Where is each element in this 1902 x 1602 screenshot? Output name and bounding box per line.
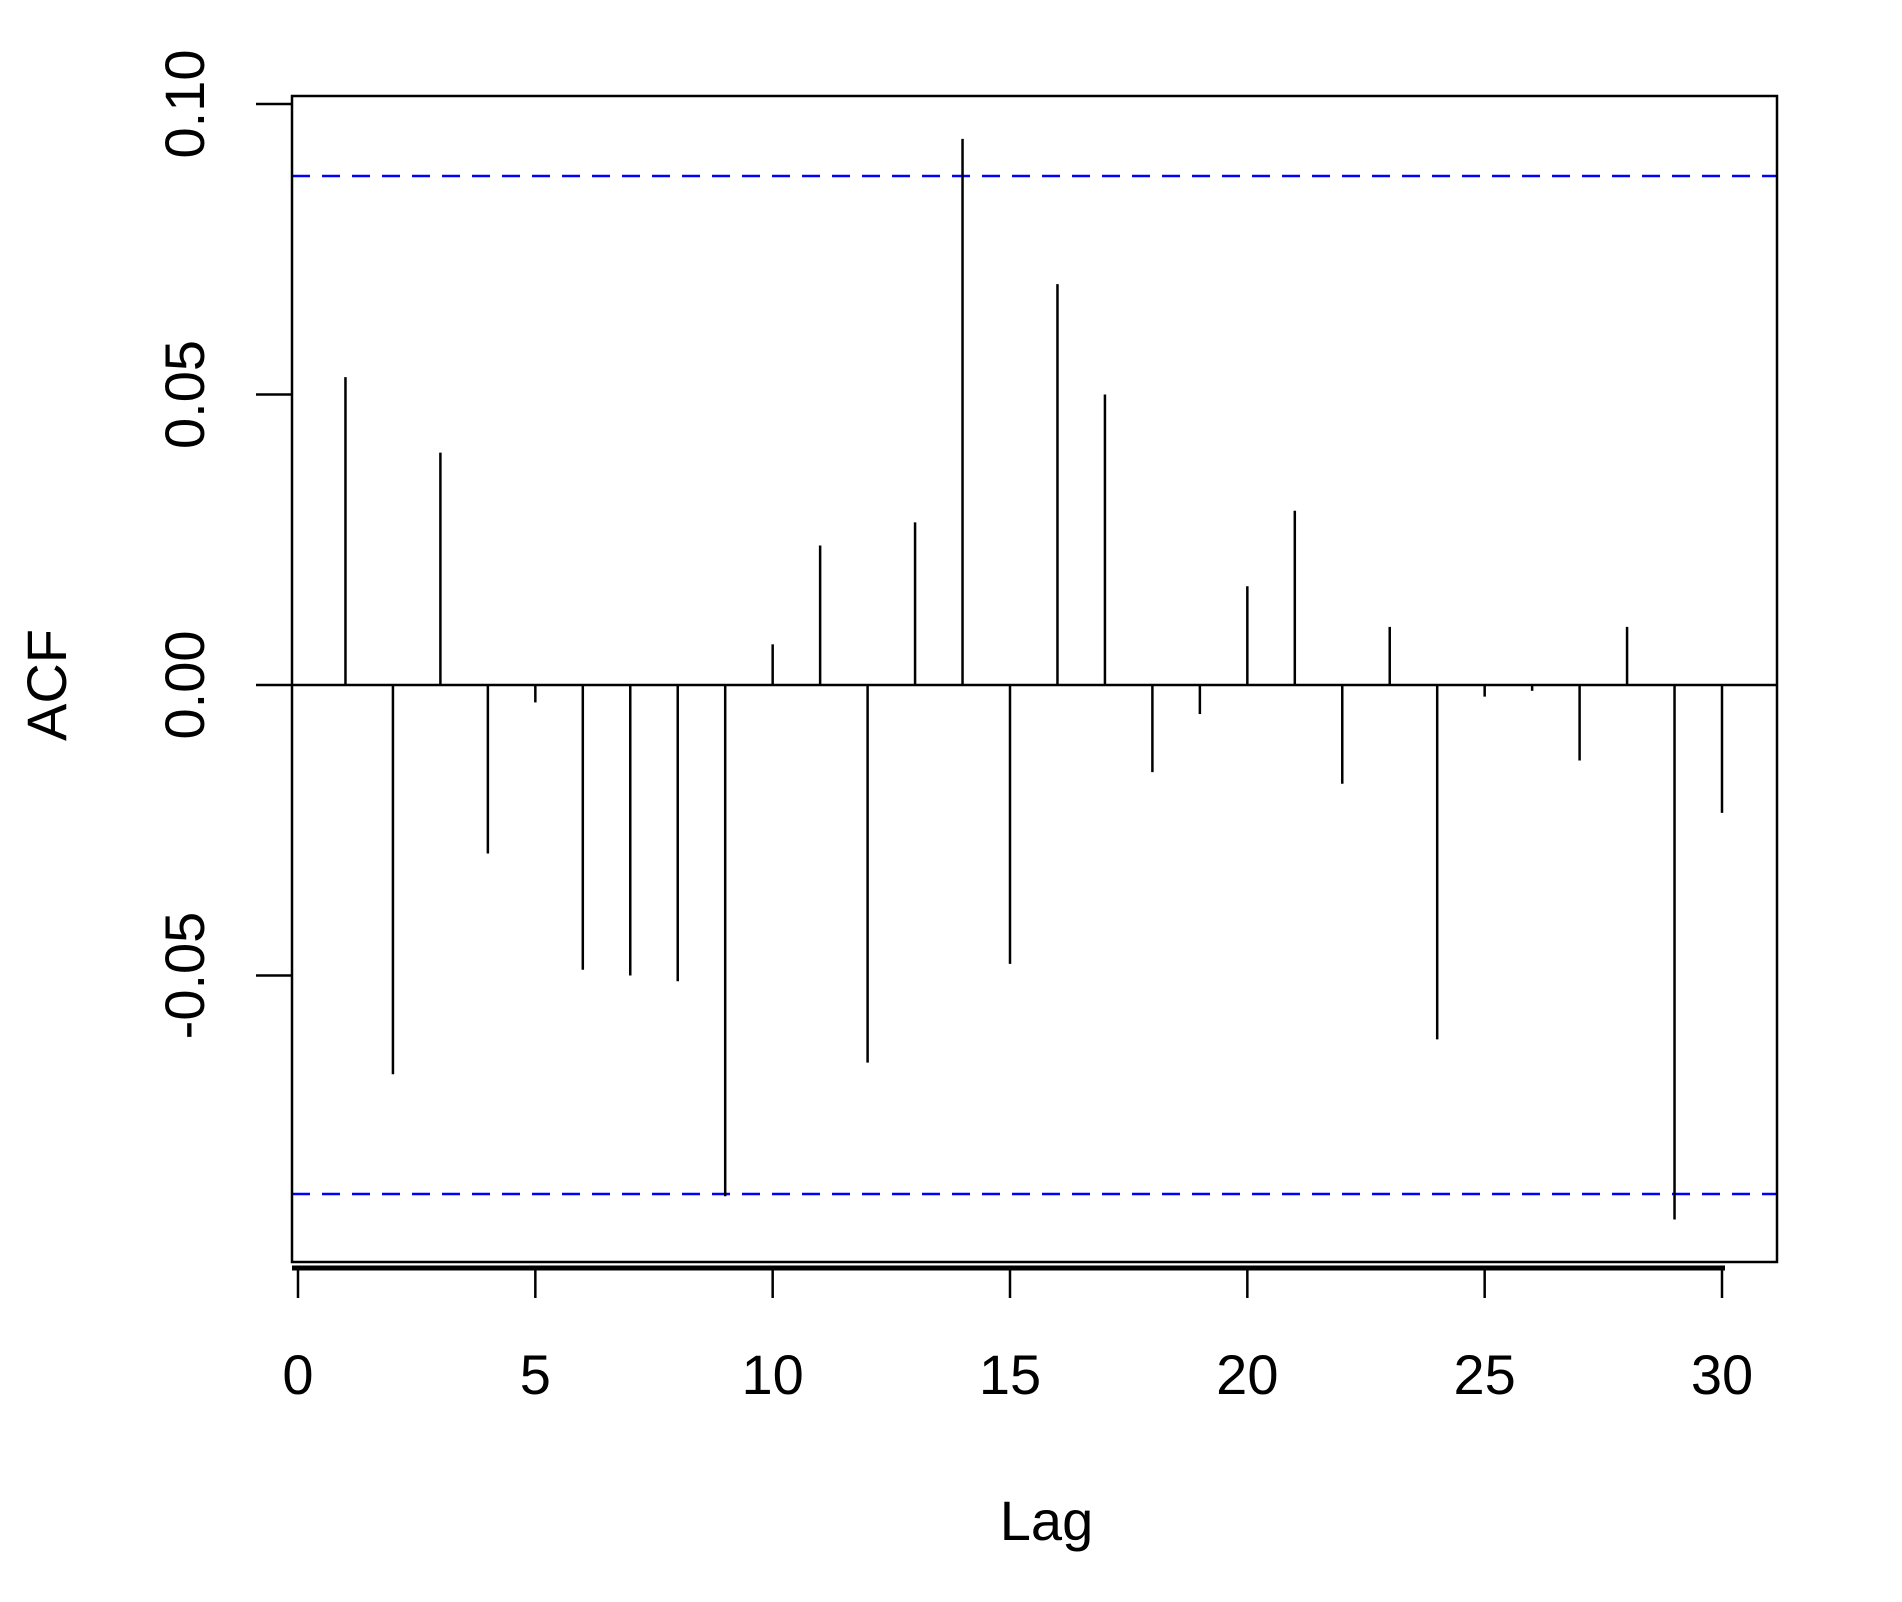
acf-spikes (344, 138, 1724, 1220)
y-tick-label: 0.10 (153, 50, 216, 159)
y-tick-label: -0.05 (153, 912, 216, 1040)
tick-labels: 0 5 10 15 20 25 30 -0.05 0.00 0.05 0.10 (153, 50, 1753, 1407)
x-tick-label: 0 (282, 1343, 313, 1406)
x-tick-label: 5 (520, 1343, 551, 1406)
y-tick-label: 0.00 (153, 631, 216, 740)
x-tick-label: 10 (742, 1343, 804, 1406)
confidence-bounds (292, 174, 1777, 1196)
x-tick-label: 25 (1454, 1343, 1516, 1406)
x-tick-label: 15 (979, 1343, 1041, 1406)
x-tick-label: 30 (1691, 1343, 1753, 1406)
y-tick-label: 0.05 (153, 340, 216, 449)
plot-frame (290, 94, 1779, 1264)
y-axis-title: ACF (15, 629, 78, 741)
axes (256, 94, 1779, 1298)
x-axis-title: Lag (1000, 1489, 1093, 1552)
x-tick-label: 20 (1216, 1343, 1278, 1406)
